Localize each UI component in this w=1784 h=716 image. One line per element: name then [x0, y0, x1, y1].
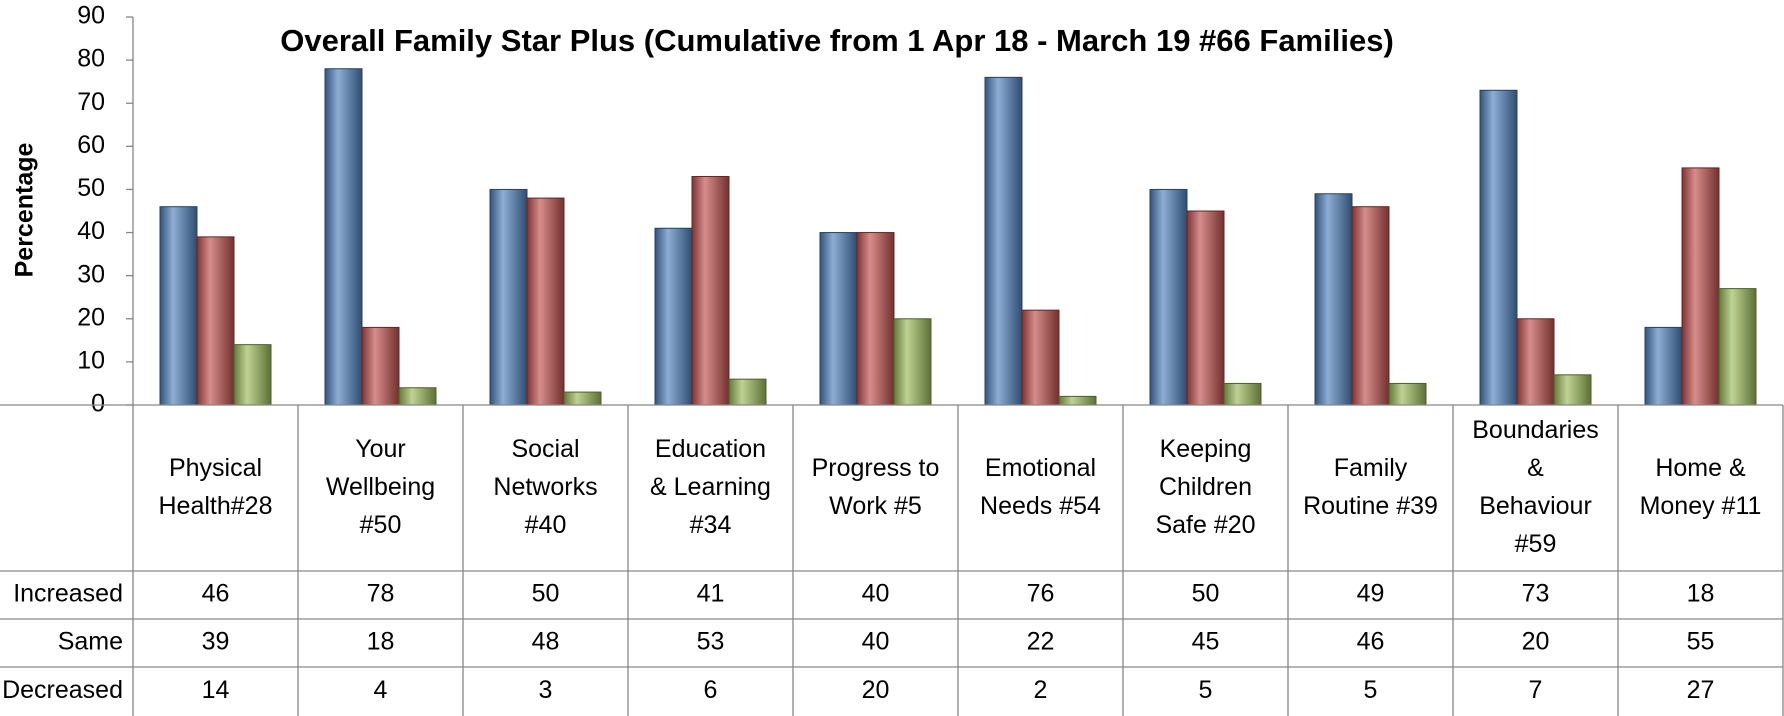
- bar: [984, 76, 1023, 406]
- bar: [1553, 374, 1592, 406]
- bar: [1516, 318, 1555, 406]
- bar: [1149, 188, 1188, 406]
- table-value: 40: [862, 628, 890, 656]
- y-tick-label: 40: [77, 217, 105, 245]
- bar: [1479, 89, 1518, 406]
- table-value: 78: [367, 580, 395, 608]
- table-value: 48: [532, 628, 560, 656]
- table-value: 18: [1687, 580, 1715, 608]
- table-value: 49: [1357, 580, 1385, 608]
- table-value: 73: [1522, 580, 1550, 608]
- bar: [1186, 210, 1225, 406]
- bar: [159, 206, 198, 406]
- category-label: Home & Money #11: [1640, 454, 1762, 520]
- table-value: 2: [1034, 676, 1048, 704]
- table-value: 22: [1027, 628, 1055, 656]
- bar: [1644, 326, 1683, 406]
- table-value: 45: [1192, 628, 1220, 656]
- legend-label: Increased: [13, 580, 123, 608]
- table-value: 46: [1357, 628, 1385, 656]
- category-label: Keeping Children Safe #20: [1155, 435, 1255, 539]
- category-label: Family Routine #39: [1303, 454, 1438, 520]
- y-axis-label: Percentage: [11, 143, 39, 278]
- bar: [691, 176, 730, 406]
- y-tick-label: 10: [77, 346, 105, 374]
- category-label: Physical Health#28: [159, 454, 273, 520]
- table-value: 50: [1192, 580, 1220, 608]
- y-tick-label: 50: [77, 174, 105, 202]
- table-value: 6: [704, 676, 718, 704]
- y-tick-label: 60: [77, 131, 105, 159]
- bar: [856, 232, 895, 406]
- category-label: Social Networks #40: [493, 435, 597, 539]
- table-value: 39: [202, 628, 230, 656]
- bar: [728, 378, 767, 406]
- y-tick-label: 0: [91, 390, 105, 418]
- bar: [819, 232, 858, 406]
- legend-label: Decreased: [2, 676, 123, 704]
- bar: [233, 344, 272, 406]
- bar: [324, 68, 363, 406]
- bar: [893, 318, 932, 406]
- legend-label: Same: [58, 628, 123, 656]
- y-tick-label: 80: [77, 45, 105, 73]
- bar: [361, 326, 400, 406]
- bar: [1314, 193, 1353, 406]
- bar: [196, 236, 235, 406]
- table-value: 40: [862, 580, 890, 608]
- table-value: 5: [1199, 676, 1213, 704]
- category-label: Emotional Needs #54: [980, 454, 1101, 520]
- y-tick-label: 30: [77, 260, 105, 288]
- category-label: Boundaries & Behaviour #59: [1472, 416, 1598, 558]
- y-tick-label: 20: [77, 303, 105, 331]
- table-value: 7: [1529, 676, 1543, 704]
- category-label: Progress to Work #5: [812, 454, 940, 520]
- chart-title: Overall Family Star Plus (Cumulative fro…: [280, 23, 1394, 58]
- y-tick-label: 70: [77, 88, 105, 116]
- table-value: 76: [1027, 580, 1055, 608]
- table-value: 20: [1522, 628, 1550, 656]
- bar: [1718, 288, 1757, 406]
- bar: [489, 188, 528, 406]
- table-value: 41: [697, 580, 725, 608]
- bar: [1058, 395, 1097, 406]
- bar: [526, 197, 565, 406]
- table-value: 53: [697, 628, 725, 656]
- bar: [1681, 167, 1720, 406]
- bar: [1388, 382, 1427, 406]
- table-value: 55: [1687, 628, 1715, 656]
- table-value: 4: [374, 676, 388, 704]
- table-value: 20: [862, 676, 890, 704]
- bar: [1021, 309, 1060, 406]
- y-tick-label: 90: [77, 2, 105, 30]
- bar: [1351, 206, 1390, 406]
- table-value: 18: [367, 628, 395, 656]
- bar: [654, 227, 693, 406]
- table-value: 14: [202, 676, 230, 704]
- table-value: 27: [1687, 676, 1715, 704]
- table-value: 5: [1364, 676, 1378, 704]
- table-value: 50: [532, 580, 560, 608]
- table-value: 46: [202, 580, 230, 608]
- table-value: 3: [539, 676, 553, 704]
- category-label: Education & Learning #34: [650, 435, 771, 539]
- bar: [1223, 382, 1262, 406]
- bar: [398, 387, 437, 406]
- bar: [563, 391, 602, 406]
- category-label: Your Wellbeing #50: [326, 435, 435, 539]
